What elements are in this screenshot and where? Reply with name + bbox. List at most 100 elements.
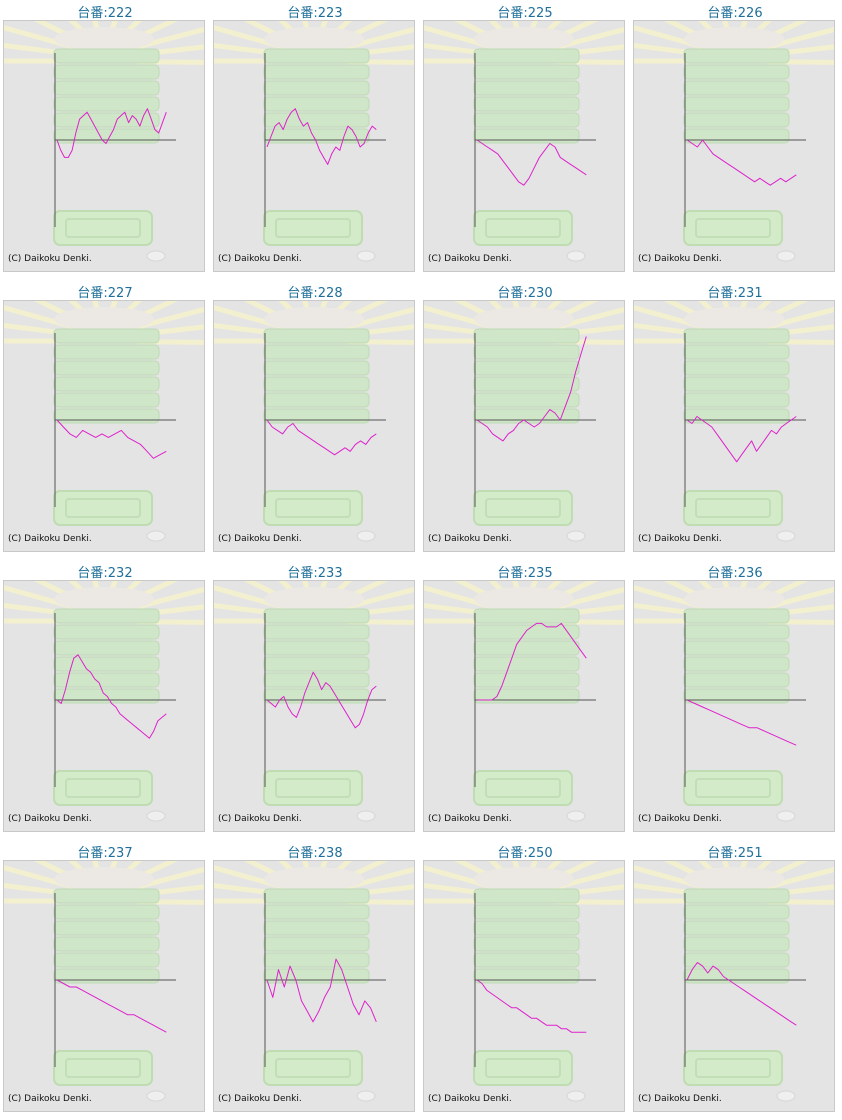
copyright-text: (C) Daikoku Denki. <box>428 814 512 824</box>
machine-number-title[interactable]: 台番:251 <box>707 846 763 861</box>
graph-svg <box>424 581 624 822</box>
machine-graph-card[interactable]: 台番:251 (C) Daikoku Denki. <box>630 840 840 1120</box>
graph-svg <box>4 861 204 1102</box>
coin <box>776 810 796 822</box>
machine-number-title[interactable]: 台番:233 <box>287 566 343 581</box>
coin-pile-top <box>684 27 784 51</box>
machine-graph-card[interactable]: 台番:237 (C) Daikoku Denki. <box>0 840 210 1120</box>
machine-illustration-background <box>214 861 414 1102</box>
coin <box>356 530 376 542</box>
stacked-box <box>263 80 370 96</box>
stacked-box <box>473 328 580 344</box>
stacked-box <box>473 112 580 128</box>
stacked-box <box>473 968 580 984</box>
copyright-text: (C) Daikoku Denki. <box>8 814 92 824</box>
machine-number-title[interactable]: 台番:226 <box>707 6 763 21</box>
machine-number-title[interactable]: 台番:232 <box>77 566 133 581</box>
coin <box>566 810 586 822</box>
payout-line <box>56 108 167 158</box>
tray <box>53 210 153 246</box>
stacked-box <box>263 624 370 640</box>
coin-pile-top <box>264 867 364 891</box>
machine-number-title[interactable]: 台番:235 <box>497 566 553 581</box>
machine-graph-card[interactable]: 台番:231 (C) Daikoku Denki. <box>630 280 840 560</box>
machine-graph-card[interactable]: 台番:228 (C) Daikoku Denki. <box>210 280 420 560</box>
stacked-box <box>683 344 790 360</box>
tray-inner <box>65 498 141 518</box>
stacked-box <box>263 672 370 688</box>
machine-graph-card[interactable]: 台番:227 (C) Daikoku Denki. <box>0 280 210 560</box>
stacked-box <box>473 888 580 904</box>
copyright-text: (C) Daikoku Denki. <box>8 1094 92 1104</box>
stacked-box <box>473 656 580 672</box>
stacked-box <box>473 392 580 408</box>
payout-line <box>266 108 377 165</box>
machine-number-title[interactable]: 台番:230 <box>497 286 553 301</box>
coin-pile-top <box>264 587 364 611</box>
coin-pile-top <box>264 307 364 331</box>
machine-number-title[interactable]: 台番:228 <box>287 286 343 301</box>
stacked-box <box>683 112 790 128</box>
tray <box>473 770 573 806</box>
machine-number-title[interactable]: 台番:238 <box>287 846 343 861</box>
payout-line <box>686 699 797 746</box>
stacked-box <box>53 968 160 984</box>
machine-number-title[interactable]: 台番:222 <box>77 6 133 21</box>
machine-illustration-background <box>424 21 624 262</box>
coin <box>356 810 376 822</box>
machine-graph-card[interactable]: 台番:222 (C) Daikoku Denki. <box>0 0 210 280</box>
coin-pile-top <box>54 867 154 891</box>
machine-graph-card[interactable]: 台番:226 (C) Daikoku Denki. <box>630 0 840 280</box>
machine-graph-card[interactable]: 台番:250 (C) Daikoku Denki. <box>420 840 630 1120</box>
stacked-box <box>683 656 790 672</box>
stacked-box <box>473 920 580 936</box>
stacked-box <box>53 952 160 968</box>
tray <box>473 210 573 246</box>
machine-graph-card[interactable]: 台番:233 (C) Daikoku Denki. <box>210 560 420 840</box>
machine-illustration-background <box>424 301 624 542</box>
coin <box>146 810 166 822</box>
graph-svg <box>214 301 414 542</box>
machine-number-title[interactable]: 台番:223 <box>287 6 343 21</box>
copyright-text: (C) Daikoku Denki. <box>638 254 722 264</box>
stacked-box <box>473 688 580 704</box>
graph-panel: (C) Daikoku Denki. <box>213 580 415 832</box>
coin-pile-top <box>474 27 574 51</box>
stacked-box <box>473 904 580 920</box>
stacked-box <box>53 392 160 408</box>
graph-panel: (C) Daikoku Denki. <box>633 580 835 832</box>
graph-svg <box>634 861 834 1102</box>
machine-graph-card[interactable]: 台番:235 (C) Daikoku Denki. <box>420 560 630 840</box>
stacked-box <box>263 952 370 968</box>
machine-illustration-background <box>424 861 624 1102</box>
machine-graph-card[interactable]: 台番:232 (C) Daikoku Denki. <box>0 560 210 840</box>
stacked-box <box>473 48 580 64</box>
coin-pile-top <box>474 587 574 611</box>
graph-svg <box>634 301 834 542</box>
machine-number-title[interactable]: 台番:231 <box>707 286 763 301</box>
coin <box>776 250 796 262</box>
tray-inner <box>485 218 561 238</box>
graph-panel: (C) Daikoku Denki. <box>423 580 625 832</box>
stacked-box <box>53 408 160 424</box>
copyright-text: (C) Daikoku Denki. <box>638 814 722 824</box>
machine-illustration-background <box>214 581 414 822</box>
machine-graph-card[interactable]: 台番:238 (C) Daikoku Denki. <box>210 840 420 1120</box>
machine-number-title[interactable]: 台番:227 <box>77 286 133 301</box>
stacked-box <box>683 376 790 392</box>
stacked-box <box>473 80 580 96</box>
machine-number-title[interactable]: 台番:225 <box>497 6 553 21</box>
machine-graph-card[interactable]: 台番:230 (C) Daikoku Denki. <box>420 280 630 560</box>
machine-number-title[interactable]: 台番:250 <box>497 846 553 861</box>
stacked-box <box>263 344 370 360</box>
graph-panel: (C) Daikoku Denki. <box>213 20 415 272</box>
stacked-box <box>263 920 370 936</box>
machine-graph-card[interactable]: 台番:225 (C) Daikoku Denki. <box>420 0 630 280</box>
machine-number-title[interactable]: 台番:236 <box>707 566 763 581</box>
machine-graph-card[interactable]: 台番:236 (C) Daikoku Denki. <box>630 560 840 840</box>
coin <box>566 1090 586 1102</box>
machine-number-title[interactable]: 台番:237 <box>77 846 133 861</box>
machine-graph-card[interactable]: 台番:223 (C) Daikoku Denki. <box>210 0 420 280</box>
stacked-box <box>683 80 790 96</box>
